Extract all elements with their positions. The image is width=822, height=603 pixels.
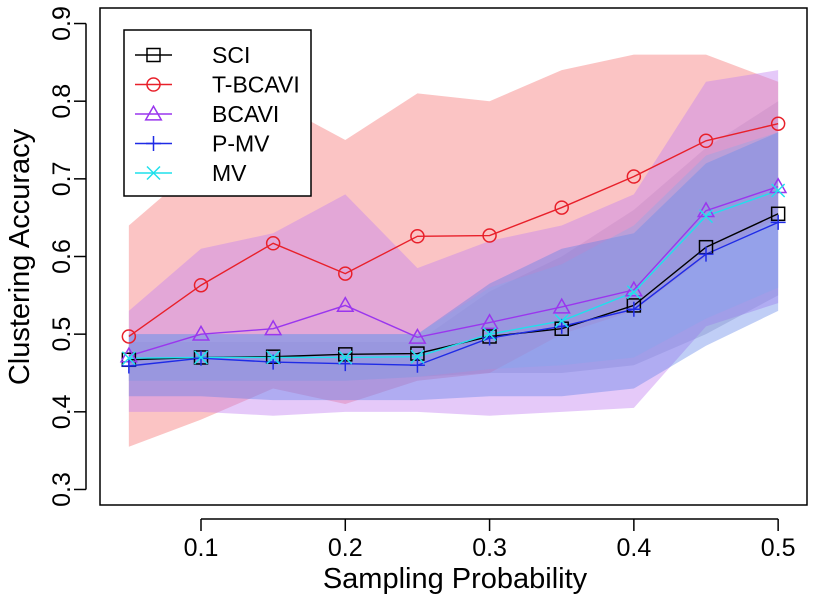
legend: SCI T-BCAVI BCAVI P-MV MV <box>123 29 312 197</box>
x-axis: 0.1 0.2 0.3 0.4 0.5 <box>184 518 796 562</box>
x-axis-title: Sampling Probability <box>323 563 588 595</box>
y-tick-label: 0.4 <box>48 394 76 429</box>
point-bcavi <box>336 296 355 313</box>
point-bcavi <box>408 327 427 344</box>
line-bcavi <box>128 185 779 357</box>
point-t-bcavi <box>554 200 569 215</box>
legend-marker-bcavi <box>144 104 163 121</box>
legend-marker-sci <box>146 47 161 63</box>
point-t-bcavi <box>338 266 353 281</box>
band-bcavi <box>128 70 779 416</box>
point-t-bcavi <box>626 169 642 184</box>
point-t-bcavi <box>121 329 137 344</box>
y-tick-label: 0.8 <box>48 84 76 119</box>
legend-label-sci: SCI <box>212 42 250 68</box>
point-p-mv <box>698 246 714 262</box>
point-bcavi <box>552 297 571 314</box>
point-p-mv <box>121 358 137 374</box>
point-mv <box>771 183 786 198</box>
legend-label-bcavi: BCAVI <box>212 101 279 127</box>
y-tick-label: 0.9 <box>48 6 76 41</box>
series-lines <box>128 123 779 367</box>
point-p-mv <box>409 357 425 373</box>
line-mv <box>128 189 779 359</box>
point-mv <box>193 350 209 365</box>
plot-frame <box>99 7 808 506</box>
legend-label-t-bcavi: T-BCAVI <box>212 72 300 98</box>
point-mv <box>338 350 353 365</box>
band-mv <box>128 132 779 381</box>
point-t-bcavi <box>193 277 209 293</box>
y-tick-label: 0.3 <box>48 472 76 507</box>
point-p-mv <box>337 356 353 372</box>
y-axis-title: Clustering Accuracy <box>4 128 36 385</box>
x-tick-label: 0.5 <box>761 534 796 562</box>
legend-box <box>123 29 312 197</box>
point-mv <box>266 350 281 365</box>
point-bcavi <box>480 313 499 330</box>
line-p-mv <box>128 221 779 367</box>
point-t-bcavi <box>482 228 497 243</box>
point-mv <box>698 209 714 224</box>
point-bcavi <box>191 324 211 341</box>
x-tick-label: 0.3 <box>472 534 507 562</box>
point-t-bcavi <box>410 229 425 244</box>
x-tick-label: 0.4 <box>616 534 651 562</box>
y-axis: 0.3 0.4 0.5 0.6 0.7 0.8 0.9 <box>48 6 87 507</box>
legend-marker-t-bcavi <box>146 77 161 92</box>
point-t-bcavi <box>265 236 281 251</box>
y-tick-label: 0.5 <box>48 317 76 352</box>
legend-label-mv: MV <box>212 160 247 186</box>
point-p-mv <box>770 214 786 230</box>
point-p-mv <box>482 330 498 346</box>
point-mv <box>554 313 569 328</box>
band-p-mv <box>128 132 779 401</box>
point-p-mv <box>626 301 642 317</box>
point-mv <box>410 349 425 364</box>
x-tick-label: 0.1 <box>184 534 219 562</box>
line-t-bcavi <box>128 123 779 338</box>
y-tick-label: 0.7 <box>48 161 76 196</box>
point-mv <box>626 285 641 300</box>
y-tick-label: 0.6 <box>48 239 76 274</box>
legend-marker-mv <box>146 165 161 181</box>
x-tick-label: 0.2 <box>328 534 363 562</box>
point-bcavi <box>264 319 283 336</box>
point-t-bcavi <box>770 116 786 131</box>
legend-label-p-mv: P-MV <box>212 131 270 157</box>
point-t-bcavi <box>698 133 714 149</box>
point-mv <box>482 327 497 342</box>
legend-marker-p-mv <box>146 136 161 151</box>
series-markers <box>119 116 788 374</box>
point-mv <box>121 351 136 366</box>
